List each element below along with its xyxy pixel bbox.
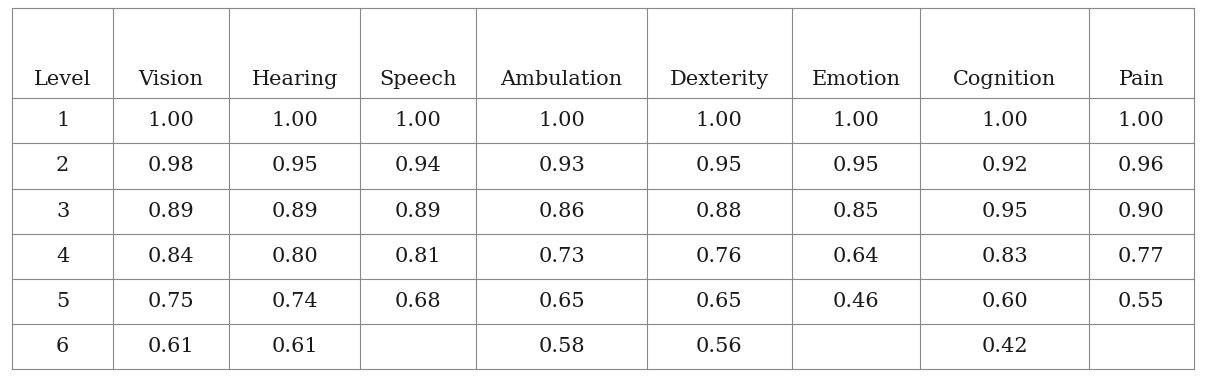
Text: 0.65: 0.65 bbox=[696, 292, 743, 311]
Text: 0.86: 0.86 bbox=[538, 202, 585, 221]
Text: 1.00: 1.00 bbox=[1118, 111, 1165, 130]
Text: 0.61: 0.61 bbox=[271, 337, 318, 356]
Text: Dexterity: Dexterity bbox=[669, 69, 769, 89]
Text: 0.65: 0.65 bbox=[538, 292, 585, 311]
Text: 1.00: 1.00 bbox=[832, 111, 879, 130]
Text: 0.60: 0.60 bbox=[982, 292, 1028, 311]
Text: 0.89: 0.89 bbox=[394, 202, 441, 221]
Text: Emotion: Emotion bbox=[812, 69, 901, 89]
Text: 0.95: 0.95 bbox=[982, 202, 1028, 221]
Text: 0.93: 0.93 bbox=[538, 156, 585, 175]
Text: 0.83: 0.83 bbox=[982, 247, 1028, 266]
Text: Cognition: Cognition bbox=[953, 69, 1056, 89]
Text: 0.55: 0.55 bbox=[1118, 292, 1165, 311]
Text: 0.61: 0.61 bbox=[148, 337, 194, 356]
Text: Vision: Vision bbox=[139, 69, 204, 89]
Text: 1.00: 1.00 bbox=[147, 111, 194, 130]
Text: 0.90: 0.90 bbox=[1118, 202, 1165, 221]
Text: 0.64: 0.64 bbox=[833, 247, 879, 266]
Text: 0.94: 0.94 bbox=[394, 156, 441, 175]
Text: 0.85: 0.85 bbox=[833, 202, 879, 221]
Text: 0.95: 0.95 bbox=[271, 156, 318, 175]
Text: 1.00: 1.00 bbox=[394, 111, 441, 130]
Text: 1: 1 bbox=[55, 111, 70, 130]
Text: 0.58: 0.58 bbox=[538, 337, 585, 356]
Text: 0.98: 0.98 bbox=[148, 156, 194, 175]
Text: Level: Level bbox=[34, 69, 92, 89]
Text: 0.89: 0.89 bbox=[271, 202, 318, 221]
Text: 0.46: 0.46 bbox=[833, 292, 879, 311]
Text: 1.00: 1.00 bbox=[696, 111, 743, 130]
Text: 0.88: 0.88 bbox=[696, 202, 743, 221]
Text: 0.68: 0.68 bbox=[396, 292, 441, 311]
Text: 0.81: 0.81 bbox=[394, 247, 441, 266]
Text: 0.75: 0.75 bbox=[148, 292, 194, 311]
Text: 6: 6 bbox=[55, 337, 69, 356]
Text: 0.74: 0.74 bbox=[271, 292, 318, 311]
Text: Speech: Speech bbox=[380, 69, 457, 89]
Text: 0.42: 0.42 bbox=[982, 337, 1028, 356]
Text: 4: 4 bbox=[55, 247, 69, 266]
Text: 5: 5 bbox=[55, 292, 69, 311]
Text: 0.95: 0.95 bbox=[832, 156, 879, 175]
Text: 0.95: 0.95 bbox=[696, 156, 743, 175]
Text: 0.56: 0.56 bbox=[696, 337, 743, 356]
Text: Hearing: Hearing bbox=[252, 69, 338, 89]
Text: 0.80: 0.80 bbox=[271, 247, 318, 266]
Text: 3: 3 bbox=[55, 202, 70, 221]
Text: 1.00: 1.00 bbox=[538, 111, 585, 130]
Text: 0.84: 0.84 bbox=[148, 247, 194, 266]
Text: 2: 2 bbox=[55, 156, 69, 175]
Text: 0.76: 0.76 bbox=[696, 247, 743, 266]
Text: 0.73: 0.73 bbox=[538, 247, 585, 266]
Text: 0.77: 0.77 bbox=[1118, 247, 1165, 266]
Text: Pain: Pain bbox=[1118, 69, 1164, 89]
Text: 0.92: 0.92 bbox=[982, 156, 1028, 175]
Text: 0.96: 0.96 bbox=[1118, 156, 1165, 175]
Text: Ambulation: Ambulation bbox=[500, 69, 622, 89]
Text: 1.00: 1.00 bbox=[982, 111, 1028, 130]
Text: 1.00: 1.00 bbox=[271, 111, 318, 130]
Text: 0.89: 0.89 bbox=[148, 202, 194, 221]
